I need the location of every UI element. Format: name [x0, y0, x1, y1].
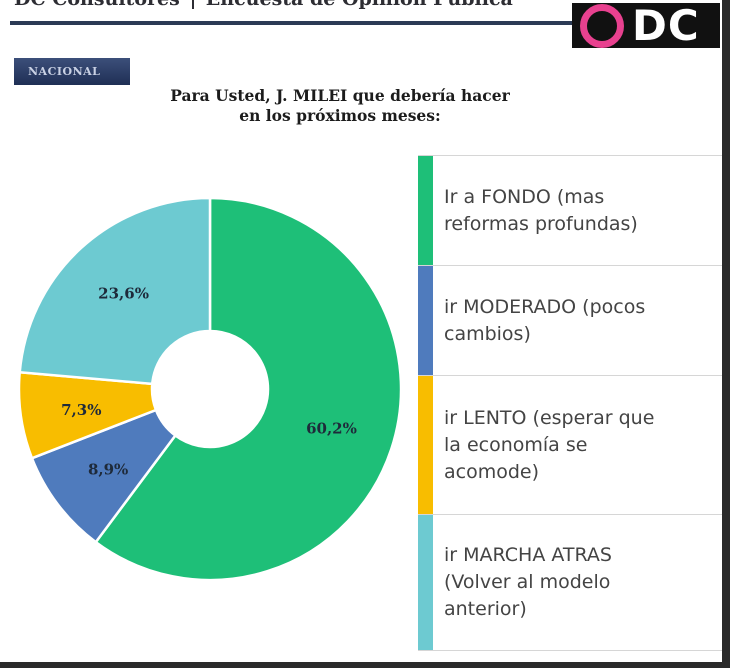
legend-swatch-1 — [418, 156, 433, 265]
legend-label-1-line-1: Ir a FONDO (mas — [444, 185, 605, 208]
pie-slice-1 — [94, 196, 403, 582]
legend-label-2-line-2: cambios) — [444, 322, 531, 345]
legend-label-2-line-1: ir MODERADO (pocos — [444, 295, 646, 318]
slice-label-4: 23,6% — [98, 285, 149, 303]
legend-swatch-2 — [418, 266, 433, 375]
legend-item-2: ir MODERADO (pocos cambios) — [418, 266, 722, 376]
legend-label-4-line-2: (Volver al modelo — [444, 571, 611, 593]
header-separator — [191, 0, 194, 9]
legend-label-3-line-3: acomode) — [444, 460, 540, 483]
header-text: DC Consultores Encuesta de Opinion Public… — [14, 0, 513, 10]
chart-title: Para Usted, J. MILEI que debería hacer e… — [140, 86, 540, 126]
header-bar: DC Consultores Encuesta de Opinion Public… — [0, 0, 580, 22]
legend-label-4-line-3: anterior) — [444, 598, 527, 620]
legend-label-4-line-1: ir MARCHA ATRAS — [444, 544, 612, 566]
pie-slice-4 — [18, 196, 212, 386]
legend-swatch-4 — [418, 515, 433, 650]
header-survey: Encuesta de Opinion Publica — [206, 0, 513, 10]
slice-label-3: 7,3% — [61, 401, 101, 419]
legend-label-1: Ir a FONDO (mas reformas profundas) — [444, 184, 714, 238]
legend-swatch-3 — [418, 376, 433, 514]
header-rule — [10, 21, 578, 25]
logo-text: DC — [632, 1, 700, 50]
legend-label-1-line-2: reformas profundas) — [444, 212, 638, 235]
legend-label-3-line-2: la economía se — [444, 433, 588, 456]
region-tag: NACIONAL — [14, 58, 130, 85]
legend-label-2: ir MODERADO (pocos cambios) — [444, 294, 714, 348]
legend: Ir a FONDO (mas reformas profundas) ir MOD… — [418, 155, 722, 651]
logo-ring-icon — [580, 3, 624, 48]
legend-label-3-line-1: ir LENTO (esperar que — [444, 406, 655, 429]
legend-item-3: ir LENTO (esperar que la economía se acomo… — [418, 376, 722, 515]
legend-item-1: Ir a FONDO (mas reformas profundas) — [418, 155, 722, 266]
dc-logo: DC — [572, 3, 720, 48]
chart-title-line-1: Para Usted, J. MILEI que debería hacer — [170, 86, 510, 105]
legend-label-4: ir MARCHA ATRAS (Volver al modelo anterior… — [444, 542, 714, 623]
slice-label-1: 60,2% — [306, 419, 357, 437]
header-org: DC Consultores — [14, 0, 180, 10]
slice-label-2: 8,9% — [88, 460, 128, 478]
legend-label-3: ir LENTO (esperar que la economía se acomo… — [444, 405, 714, 486]
chart-title-line-2: en los próximos meses: — [239, 106, 441, 125]
legend-item-4: ir MARCHA ATRAS (Volver al modelo anterior… — [418, 515, 722, 651]
